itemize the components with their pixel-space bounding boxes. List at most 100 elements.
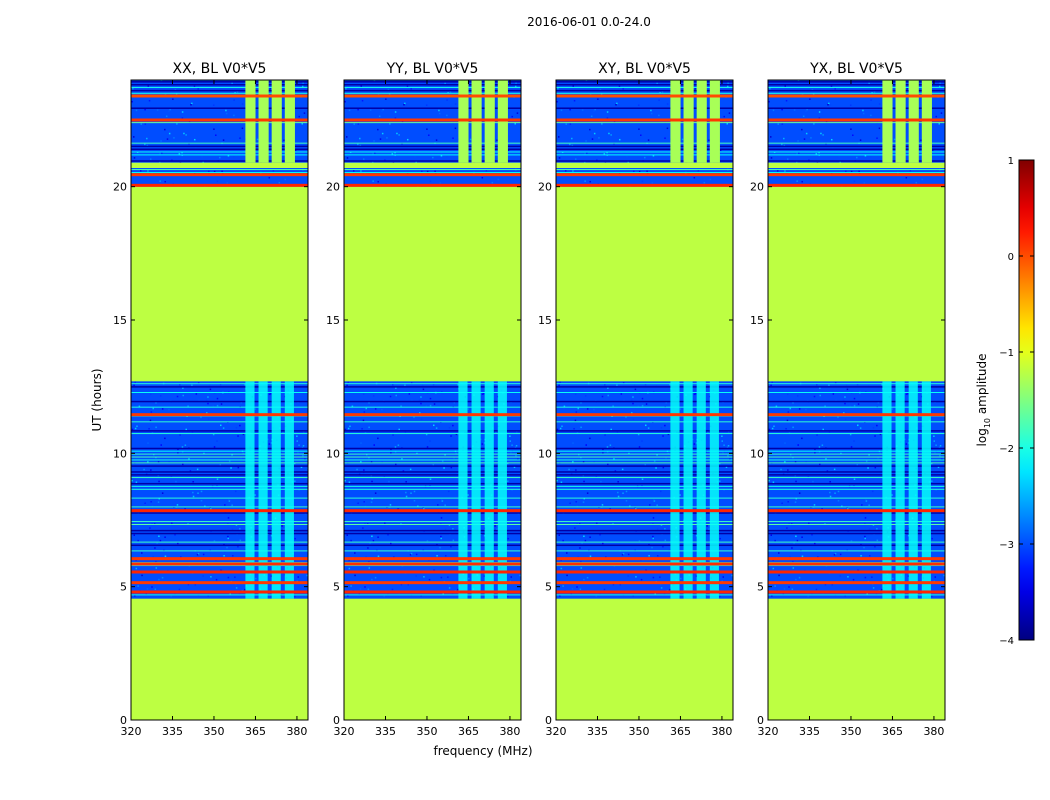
heatmap-speckle (148, 427, 150, 430)
flagged-region (556, 598, 733, 720)
heatmap-speckle (768, 479, 770, 482)
heatmap-speckle (241, 103, 244, 105)
heatmap-speckle (637, 433, 640, 436)
heatmap-row-line (344, 92, 521, 94)
heatmap-speckle (798, 576, 801, 579)
heatmap-speckle (775, 405, 778, 408)
heatmap-speckle (207, 402, 209, 405)
heatmap-speckle (589, 128, 591, 131)
heatmap-speckle (874, 545, 876, 548)
heatmap-speckle (859, 139, 862, 141)
heatmap-speckle (571, 588, 574, 590)
heatmap-speckle (772, 481, 775, 484)
heatmap-speckle (388, 93, 391, 95)
heatmap-speckle (600, 480, 602, 483)
heatmap-speckle (784, 442, 786, 444)
x-tick-label: 320 (121, 725, 142, 738)
heatmap-speckle (382, 108, 384, 111)
heatmap-speckle (796, 539, 799, 542)
heatmap-speckle (457, 548, 459, 551)
heatmap-speckle (593, 408, 595, 411)
heatmap-speckle (791, 588, 794, 591)
y-tick-label: 0 (333, 714, 340, 727)
heatmap-speckle (454, 103, 457, 105)
heatmap-speckle (852, 578, 855, 581)
heatmap-row-line (344, 459, 521, 461)
heatmap-speckle (838, 156, 840, 158)
heatmap-speckle (641, 440, 643, 442)
heatmap-row-line (344, 506, 521, 508)
high-amplitude-line (131, 173, 308, 177)
heatmap-speckle (373, 140, 375, 142)
colorbar-label: log10 amplitude (975, 354, 992, 447)
heatmap-speckle (422, 388, 425, 391)
heatmap-speckle (357, 502, 359, 504)
heatmap-speckle (930, 462, 933, 465)
heatmap-speckle (144, 123, 147, 125)
heatmap-speckle (801, 536, 803, 538)
heatmap-speckle (810, 137, 812, 139)
heatmap-speckle (806, 108, 808, 111)
heatmap-row-line (131, 477, 308, 479)
heatmap-speckle (139, 170, 142, 172)
heatmap-speckle (656, 82, 658, 85)
heatmap-speckle (731, 172, 733, 174)
heatmap-speckle (824, 583, 827, 586)
heatmap-speckle (719, 97, 722, 100)
heatmap-row-line (344, 594, 521, 596)
y-tick-label: 0 (757, 714, 764, 727)
heatmap-speckle (560, 481, 563, 484)
heatmap-row-line (556, 450, 733, 452)
rfi-stripe-lower (245, 381, 255, 599)
heatmap-speckle (220, 403, 223, 405)
heatmap-speckle (159, 559, 161, 561)
heatmap-speckle (361, 427, 363, 430)
heatmap-row-line (131, 459, 308, 461)
heatmap-speckle (428, 134, 430, 136)
heatmap-speckle (347, 595, 349, 597)
heatmap-row-line (556, 465, 733, 467)
x-tick-label: 350 (416, 725, 437, 738)
heatmap-speckle (794, 501, 797, 503)
heatmap-speckle (628, 452, 630, 455)
heatmap-speckle (614, 470, 617, 472)
heatmap-speckle (409, 553, 412, 556)
heatmap-speckle (182, 463, 184, 466)
heatmap-speckle (580, 560, 582, 563)
heatmap-speckle (626, 156, 628, 158)
heatmap-speckle (362, 419, 365, 422)
heatmap-speckle (284, 178, 287, 181)
y-tick-label: 5 (333, 581, 340, 594)
heatmap-row-line (344, 488, 521, 490)
heatmap-speckle (871, 583, 874, 586)
heatmap-speckle (844, 595, 846, 597)
heatmap-speckle (141, 552, 143, 554)
y-tick-label: 15 (750, 314, 764, 327)
heatmap-speckle (641, 397, 644, 400)
heatmap-row-line (556, 169, 733, 171)
heatmap-speckle (595, 595, 597, 598)
heatmap-row-line (556, 471, 733, 473)
heatmap-speckle (872, 427, 875, 429)
heatmap-speckle (819, 463, 821, 466)
heatmap-speckle (420, 595, 422, 597)
heatmap-speckle (605, 556, 607, 558)
heatmap-speckle (798, 152, 800, 154)
heatmap-speckle (231, 528, 234, 531)
heatmap-speckle (771, 595, 773, 597)
heatmap-speckle (158, 480, 160, 483)
heatmap-speckle (814, 452, 816, 454)
heatmap-speckle (909, 169, 912, 172)
heatmap-speckle (629, 505, 631, 508)
heatmap-speckle (368, 560, 370, 563)
heatmap-speckle (841, 505, 843, 508)
heatmap-speckle (631, 412, 633, 414)
heatmap-speckle (608, 132, 610, 135)
heatmap-speckle (394, 446, 397, 448)
heatmap-speckle (369, 109, 372, 111)
heatmap-speckle (441, 499, 443, 502)
high-amplitude-line (131, 581, 308, 585)
heatmap-speckle (658, 156, 660, 158)
heatmap-speckle (585, 140, 587, 142)
heatmap-speckle (663, 593, 666, 595)
